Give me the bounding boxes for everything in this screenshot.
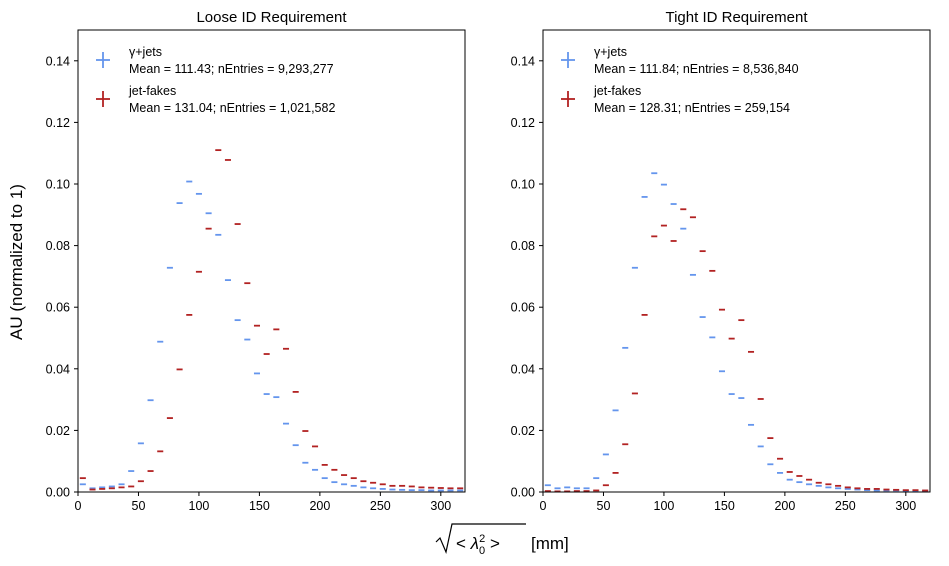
y-tick-label: 0.06 bbox=[511, 301, 535, 315]
y-tick-label: 0.10 bbox=[46, 178, 70, 192]
legend-series-name: γ+jets bbox=[129, 45, 162, 59]
x-tick-label: 50 bbox=[132, 499, 146, 513]
x-tick-label: 150 bbox=[249, 499, 270, 513]
x-tick-label: 300 bbox=[430, 499, 451, 513]
y-tick-label: 0.14 bbox=[511, 54, 535, 68]
series-gamma-jets bbox=[544, 172, 929, 492]
legend-series-stats: Mean = 128.31; nEntries = 259,154 bbox=[594, 101, 790, 115]
legend-series-name: jet-fakes bbox=[128, 84, 176, 98]
panel-title: Loose ID Requirement bbox=[196, 9, 347, 26]
legend: γ+jets Mean = 111.43; nEntries = 9,293,27… bbox=[96, 45, 335, 115]
x-tick-label: 150 bbox=[714, 499, 735, 513]
legend-series-name: jet-fakes bbox=[593, 84, 641, 98]
y-tick-label: 0.00 bbox=[511, 486, 535, 500]
series-jet-fakes bbox=[79, 149, 464, 491]
y-tick-label: 0.00 bbox=[46, 486, 70, 500]
legend: γ+jets Mean = 111.84; nEntries = 8,536,84… bbox=[561, 45, 799, 115]
y-tick-label: 0.02 bbox=[46, 424, 70, 438]
legend-series-stats: Mean = 111.43; nEntries = 9,293,277 bbox=[129, 62, 334, 76]
y-tick-label: 0.06 bbox=[46, 301, 70, 315]
x-tick-label: 250 bbox=[835, 499, 856, 513]
series-jet-fakes bbox=[544, 208, 929, 493]
x-tick-label: 100 bbox=[654, 499, 675, 513]
series-gamma-jets bbox=[79, 180, 464, 492]
x-axis-label-unit: [mm] bbox=[531, 534, 569, 553]
y-tick-label: 0.04 bbox=[511, 362, 535, 376]
plot-frame bbox=[77, 29, 466, 493]
y-tick-label: 0.08 bbox=[46, 239, 70, 253]
legend-series-stats: Mean = 131.04; nEntries = 1,021,582 bbox=[129, 101, 335, 115]
x-tick-label: 250 bbox=[370, 499, 391, 513]
x-tick-label: 200 bbox=[309, 499, 330, 513]
legend-series-stats: Mean = 111.84; nEntries = 8,536,840 bbox=[594, 62, 799, 76]
y-tick-label: 0.14 bbox=[46, 54, 70, 68]
y-tick-label: 0.02 bbox=[511, 424, 535, 438]
x-tick-label: 200 bbox=[774, 499, 795, 513]
panel-title: Tight ID Requirement bbox=[665, 9, 808, 26]
plot-frame bbox=[542, 29, 931, 493]
y-tick-label: 0.10 bbox=[511, 178, 535, 192]
sqrt-symbol bbox=[435, 523, 526, 554]
x-tick-label: 100 bbox=[189, 499, 210, 513]
panel-loose-id: Loose ID Requirement 0 50 100 150 200 250 300 0.… bbox=[46, 9, 466, 513]
x-tick-label: 0 bbox=[540, 499, 547, 513]
y-tick-label: 0.04 bbox=[46, 362, 70, 376]
y-tick-label: 0.12 bbox=[511, 116, 535, 130]
x-axis-label: < λ02 > [mm] bbox=[435, 523, 569, 557]
y-tick-label: 0.08 bbox=[511, 239, 535, 253]
y-axis-label: AU (normalized to 1) bbox=[7, 184, 26, 340]
x-tick-label: 300 bbox=[895, 499, 916, 513]
x-tick-label: 50 bbox=[597, 499, 611, 513]
legend-series-name: γ+jets bbox=[594, 45, 627, 59]
panel-tight-id: Tight ID Requirement 0 50 100 150 200 250 300 0.… bbox=[511, 9, 931, 513]
x-tick-label: 0 bbox=[75, 499, 82, 513]
y-tick-label: 0.12 bbox=[46, 116, 70, 130]
